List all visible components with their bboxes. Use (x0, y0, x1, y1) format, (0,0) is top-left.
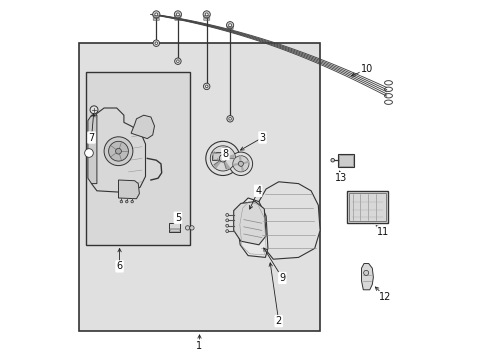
Polygon shape (257, 182, 320, 259)
Polygon shape (237, 198, 267, 257)
Bar (339, 155, 352, 166)
Ellipse shape (152, 11, 160, 18)
Ellipse shape (228, 117, 231, 120)
Polygon shape (131, 115, 154, 139)
Text: 5: 5 (174, 213, 181, 223)
Bar (346, 191, 387, 223)
Ellipse shape (203, 11, 210, 18)
Ellipse shape (205, 141, 240, 175)
Polygon shape (233, 164, 241, 165)
Bar (213, 153, 221, 159)
Ellipse shape (219, 155, 226, 162)
Bar (86, 72, 190, 245)
Ellipse shape (115, 148, 121, 154)
Polygon shape (91, 108, 145, 193)
Text: 2: 2 (275, 316, 281, 326)
Text: 7: 7 (88, 132, 95, 143)
Ellipse shape (189, 226, 194, 230)
Ellipse shape (228, 24, 231, 27)
Polygon shape (241, 161, 248, 164)
Ellipse shape (120, 200, 122, 203)
Bar (79, 43, 320, 331)
Text: 3: 3 (259, 132, 265, 143)
Ellipse shape (225, 219, 228, 222)
Ellipse shape (229, 152, 252, 175)
Ellipse shape (155, 42, 157, 45)
Ellipse shape (205, 85, 207, 87)
Ellipse shape (174, 11, 181, 18)
Ellipse shape (153, 40, 159, 46)
Ellipse shape (225, 213, 228, 216)
Ellipse shape (131, 200, 133, 203)
Ellipse shape (210, 146, 235, 171)
Text: 9: 9 (279, 273, 285, 283)
Polygon shape (211, 152, 223, 158)
Text: 12: 12 (379, 292, 391, 302)
Ellipse shape (238, 161, 243, 166)
Bar (212, 152, 222, 160)
Ellipse shape (108, 141, 128, 161)
Ellipse shape (226, 22, 233, 29)
Ellipse shape (203, 83, 209, 90)
Ellipse shape (205, 13, 208, 16)
Text: 6: 6 (116, 261, 122, 271)
Text: 10: 10 (360, 64, 372, 74)
Ellipse shape (225, 230, 228, 233)
Ellipse shape (176, 13, 179, 16)
Bar (348, 193, 385, 221)
Ellipse shape (330, 158, 334, 162)
Bar (170, 228, 179, 231)
Text: 13: 13 (334, 173, 346, 183)
Ellipse shape (176, 60, 179, 62)
Bar (168, 223, 180, 232)
Ellipse shape (232, 156, 248, 172)
Ellipse shape (221, 157, 224, 160)
Ellipse shape (104, 137, 133, 166)
Ellipse shape (125, 200, 128, 203)
Ellipse shape (363, 270, 368, 275)
Ellipse shape (84, 149, 93, 157)
Polygon shape (239, 156, 241, 164)
Ellipse shape (155, 13, 158, 16)
Polygon shape (118, 180, 139, 199)
Text: 11: 11 (377, 227, 389, 237)
Bar (337, 154, 354, 167)
Polygon shape (361, 264, 373, 290)
Ellipse shape (90, 106, 98, 114)
Polygon shape (241, 164, 243, 171)
Ellipse shape (185, 226, 189, 230)
Polygon shape (223, 155, 234, 158)
Ellipse shape (225, 224, 228, 227)
Text: 4: 4 (255, 186, 261, 196)
Polygon shape (88, 115, 97, 184)
Polygon shape (214, 158, 223, 168)
Ellipse shape (226, 116, 233, 122)
Text: 8: 8 (222, 149, 228, 159)
Polygon shape (223, 158, 229, 169)
Polygon shape (233, 202, 265, 245)
Polygon shape (223, 147, 226, 158)
Text: 1: 1 (196, 341, 202, 351)
Ellipse shape (174, 58, 181, 64)
